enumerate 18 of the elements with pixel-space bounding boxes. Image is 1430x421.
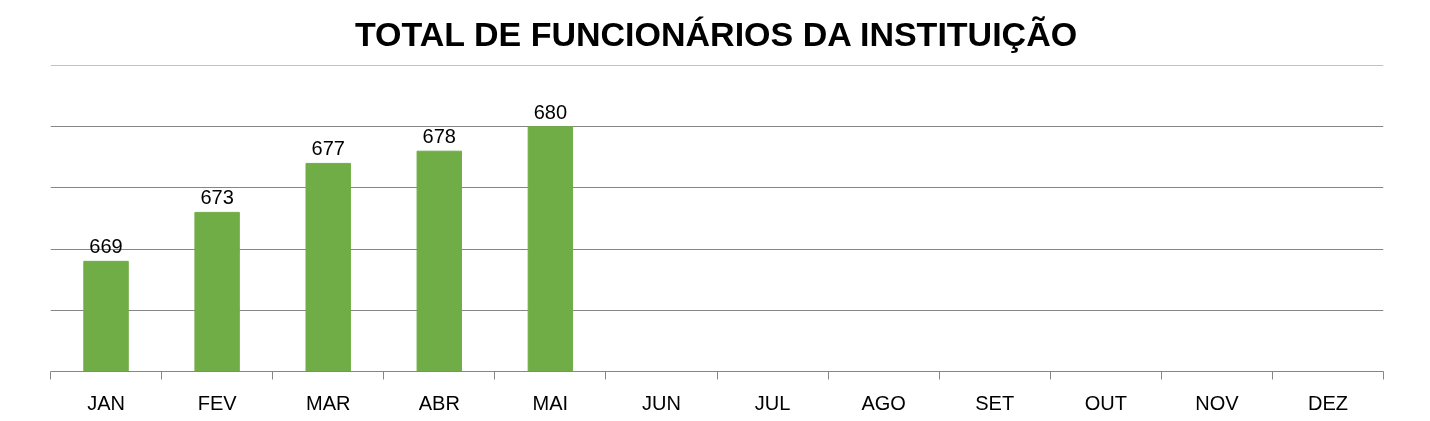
x-tick-label: MAR — [305, 391, 351, 414]
data-label: 677 — [311, 137, 345, 160]
chart-title: TOTAL DE FUNCIONÁRIOS DA INSTITUIÇÃO — [354, 15, 1078, 53]
data-label: 680 — [533, 100, 568, 123]
x-tick-label: ABR — [418, 391, 460, 414]
x-tick-label: SET — [975, 391, 1015, 414]
data-label: 673 — [200, 186, 234, 209]
x-tick-label: FEV — [197, 391, 238, 414]
x-tick-label: JAN — [87, 391, 125, 414]
x-tick-label: AGO — [861, 391, 906, 414]
x-tick-label: MAI — [532, 391, 569, 414]
x-tick-label: JUN — [642, 391, 681, 414]
x-tick-label: NOV — [1195, 391, 1240, 414]
x-tick-label: OUT — [1084, 391, 1127, 414]
x-tick-label: JUL — [754, 391, 791, 414]
x-tick-label: DEZ — [1307, 391, 1348, 414]
data-label: 669 — [89, 235, 123, 258]
data-label: 678 — [422, 125, 456, 148]
